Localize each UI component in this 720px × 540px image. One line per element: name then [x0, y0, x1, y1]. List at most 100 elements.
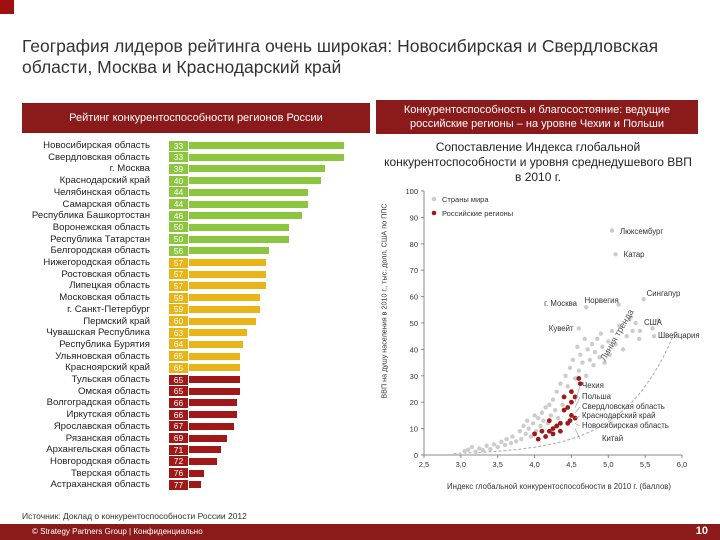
- rank-value: 76: [169, 468, 188, 479]
- labeled-country-point: [641, 297, 646, 302]
- rank-bar: [189, 376, 240, 383]
- rank-value: 50: [169, 222, 188, 233]
- region-label: Новгородская область: [50, 455, 150, 467]
- country-point: [550, 397, 556, 402]
- country-point: [656, 318, 661, 323]
- rank-value: 64: [169, 339, 188, 350]
- rank-bar: [189, 317, 257, 325]
- country-point: [553, 407, 558, 413]
- region-point: [561, 407, 567, 413]
- page-number: 10: [695, 525, 708, 537]
- region-label: Самарская область: [62, 198, 150, 210]
- x-tick-label: 3,5: [492, 460, 502, 469]
- country-point: [541, 418, 546, 423]
- country-point: [538, 423, 543, 429]
- country-point: [630, 328, 635, 334]
- country-point: [572, 376, 578, 381]
- left-panel-heading: Рейтинг конкурентоспособности регионов Р…: [22, 103, 370, 133]
- rank-bar: [189, 352, 240, 360]
- country-point: [633, 320, 638, 326]
- x-tick-label: 5,0: [603, 460, 613, 469]
- rank-value: 44: [169, 187, 188, 198]
- country-point: [565, 384, 570, 389]
- region-label: Рязанская область: [65, 432, 150, 444]
- region-point: [576, 376, 582, 381]
- point-annotation: Норвегия: [584, 295, 619, 305]
- country-point: [598, 331, 604, 336]
- x-tick-label: 3,0: [456, 460, 466, 469]
- region-annotation: Свердловская область: [582, 402, 665, 411]
- page-title: География лидеров рейтинга очень широкая…: [22, 36, 659, 77]
- rank-value: 57: [169, 280, 188, 291]
- region-label: Красноярский край: [65, 362, 150, 374]
- trend-line: [453, 332, 676, 454]
- brand-corner-mark: [0, 0, 14, 14]
- region-label: Ульяновская область: [55, 350, 150, 362]
- region-label: Воронежская область: [52, 221, 150, 233]
- region-point: [569, 389, 574, 395]
- country-point: [528, 434, 534, 439]
- region-point: [550, 426, 556, 431]
- y-tick-label: 70: [410, 266, 418, 275]
- region-point: [550, 431, 556, 437]
- y-tick-label: 80: [410, 240, 418, 249]
- region-label: Республика Башкортостан: [31, 210, 150, 222]
- region-point: [561, 394, 567, 400]
- country-point: [576, 368, 581, 373]
- annotation-leader-line: [574, 423, 581, 427]
- rank-value: 59: [169, 292, 188, 303]
- labeled-country-point: [609, 228, 615, 233]
- country-point: [606, 339, 611, 344]
- region-point: [565, 405, 571, 410]
- legend-russian-regions: Российские регионы: [442, 209, 514, 218]
- country-point: [600, 344, 605, 349]
- rank-bar: [189, 387, 240, 395]
- country-point: [488, 446, 493, 452]
- country-point: [495, 444, 500, 450]
- region-label: Пермский край: [83, 315, 150, 327]
- y-tick-label: 30: [410, 372, 418, 381]
- region-label: Новосибирская область: [43, 140, 150, 151]
- annotation-leader-line: [574, 385, 581, 403]
- region-label: Ярославская область: [53, 420, 150, 432]
- country-point: [519, 436, 524, 442]
- y-tick-label: 20: [410, 398, 418, 407]
- country-point: [597, 355, 602, 360]
- country-point: [499, 439, 504, 444]
- rank-bar: [189, 247, 270, 255]
- country-point: [530, 421, 536, 426]
- region-annotation: Чехия: [582, 381, 604, 390]
- rank-bar: [189, 469, 205, 477]
- rank-bar: [189, 457, 218, 465]
- region-annotation: Китай: [602, 434, 624, 443]
- region-point: [569, 399, 574, 405]
- country-point: [469, 444, 475, 450]
- country-point: [587, 357, 593, 363]
- country-point: [536, 415, 541, 421]
- country-point: [539, 410, 545, 415]
- region-label: г. Москва: [109, 163, 150, 175]
- copyright-text: © Strategy Partners Group | Конфиденциал…: [32, 527, 203, 536]
- annotation-leader-line: [574, 428, 581, 440]
- region-label: Краснодарский край: [59, 175, 150, 187]
- country-point: [591, 363, 596, 368]
- country-point: [567, 365, 573, 371]
- region-label: Волгоградская область: [46, 397, 150, 409]
- country-point: [543, 405, 548, 410]
- country-point: [502, 442, 508, 448]
- rank-bar: [189, 153, 344, 161]
- rank-bar: [189, 305, 260, 313]
- point-annotation: США: [643, 317, 662, 327]
- country-point: [595, 336, 600, 342]
- rank-value: 66: [169, 397, 188, 408]
- region-label: Ростовская область: [61, 268, 150, 280]
- rank-bar: [189, 329, 247, 337]
- country-point: [480, 448, 486, 453]
- legend-countries: Страны мира: [442, 195, 489, 204]
- rank-value: 56: [169, 245, 188, 256]
- rank-value: 46: [169, 210, 188, 221]
- country-point: [510, 434, 515, 439]
- legend-marker-regions: [431, 210, 437, 216]
- x-tick-label: 4,5: [566, 460, 576, 469]
- rank-bar: [189, 481, 201, 489]
